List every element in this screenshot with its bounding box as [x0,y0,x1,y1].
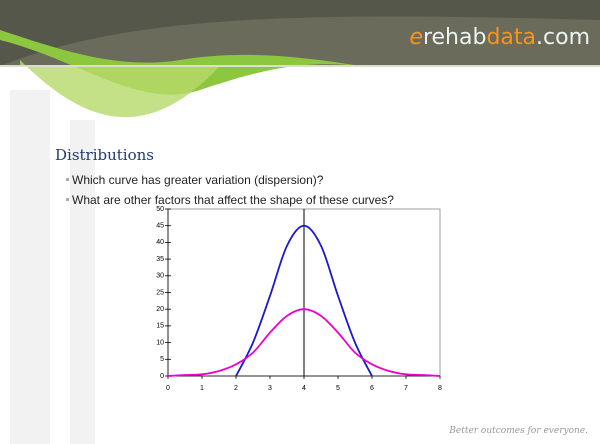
y-tick-label: 15 [156,323,164,330]
y-tick-label: 20 [156,306,164,313]
bullet-dot [66,198,69,201]
slide: erehabdata.com Distributions Which curve… [0,0,600,444]
footer: Better outcomes for everyone. [448,426,588,436]
x-tick-label: 0 [166,385,170,392]
x-tick-label: 6 [370,385,374,392]
y-tick-label: 40 [156,239,164,246]
y-tick-label: 10 [156,339,164,346]
y-tick-label: 25 [156,289,164,296]
x-tick-label: 8 [438,385,442,392]
x-tick-label: 5 [336,385,340,392]
bullet-dot [66,178,69,181]
page: erehabdata.com Distributions Which curve… [0,0,600,444]
y-tick-label: 50 [156,206,164,213]
y-tick-label: 5 [160,356,164,363]
x-tick-label: 2 [234,385,238,392]
slide-title: Distributions [55,146,154,164]
x-tick-label: 7 [404,385,408,392]
logo: erehabdata.com [409,25,590,50]
y-tick-label: 30 [156,273,164,280]
bullet: Which curve has greater variation (dispe… [72,173,324,187]
y-tick-label: 0 [160,373,164,380]
y-tick-label: 35 [156,256,164,263]
y-tick-label: 45 [156,223,164,230]
x-tick-label: 4 [302,385,306,392]
x-tick-label: 1 [200,385,204,392]
x-tick-label: 3 [268,385,272,392]
bullet: What are other factors that affect the s… [72,193,394,207]
